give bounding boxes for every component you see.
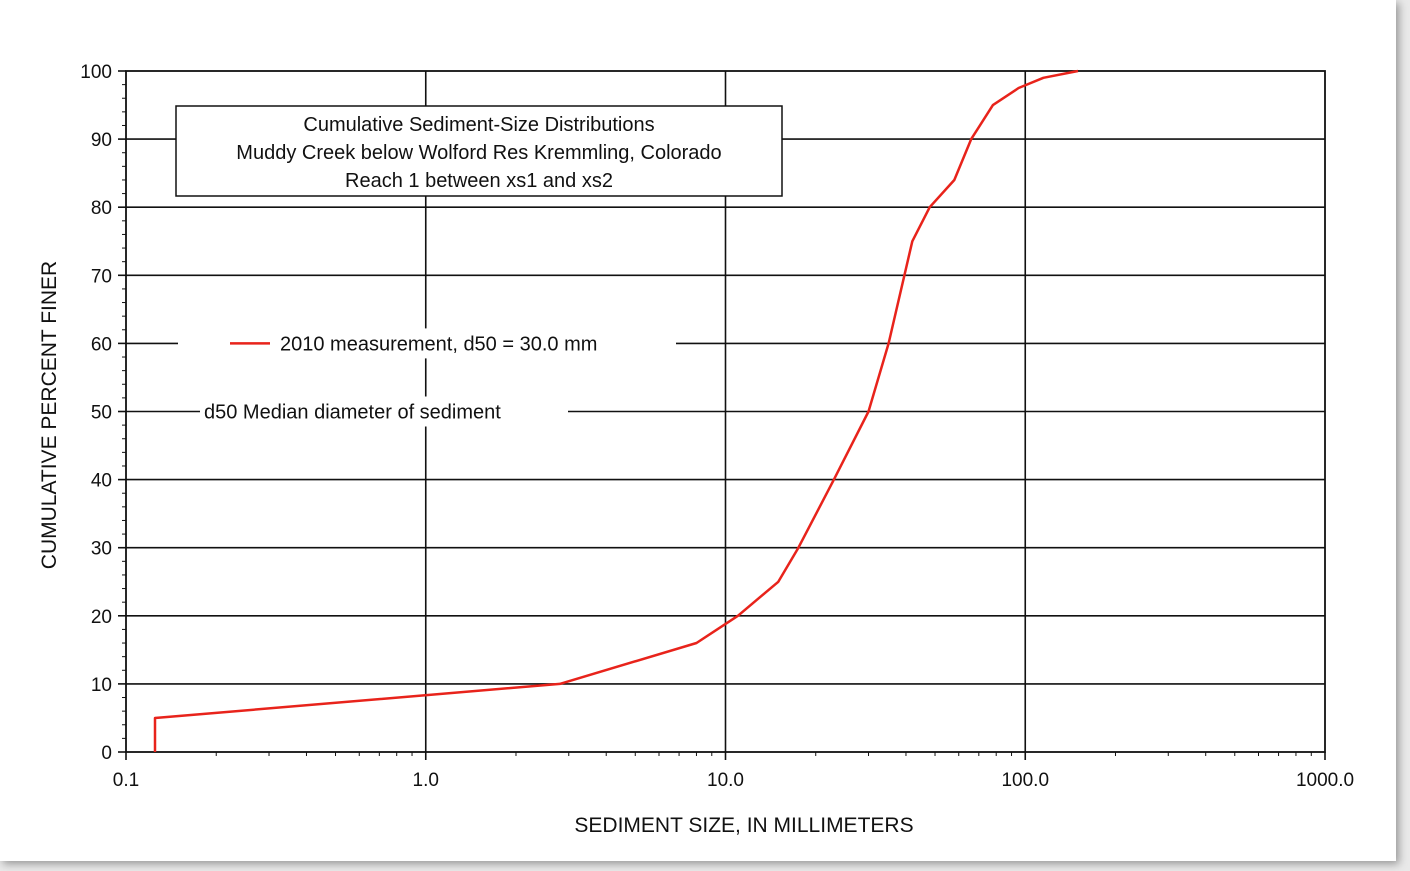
legend-label: 2010 measurement, d50 = 30.0 mm: [280, 333, 597, 355]
x-axis-title: SEDIMENT SIZE, IN MILLIMETERS: [574, 814, 913, 837]
x-tick-label-1000.0: 1000.0: [1296, 770, 1354, 791]
chart-title-line-2: Muddy Creek below Wolford Res Kremmling,…: [236, 142, 721, 164]
y-tick-label-0: 0: [101, 743, 112, 764]
plot-area-border: [125, 70, 1326, 753]
x-tick-label-10.0: 10.0: [707, 770, 744, 791]
x-tick-label-0.1: 0.1: [113, 770, 139, 791]
chart-title-line-3: Reach 1 between xs1 and xs2: [345, 170, 613, 192]
y-tick-label-90: 90: [91, 130, 112, 151]
d50-annotation: d50 Median diameter of sediment: [204, 402, 501, 424]
y-tick-label-70: 70: [91, 266, 112, 287]
x-tick-label-100.0: 100.0: [1001, 770, 1049, 791]
series-line-0: [153, 69, 1079, 752]
y-tick-label-10: 10: [91, 675, 112, 696]
title-box: [175, 105, 783, 197]
chart-frame: 0 10 20 30 40 50 60 70 80 90 100 0.1 1.0 10.0 100.0 100…: [0, 0, 1396, 861]
x-tick-label-1.0: 1.0: [413, 770, 439, 791]
y-tick-label-20: 20: [91, 607, 112, 628]
y-tick-label-50: 50: [91, 403, 112, 424]
y-tick-label-80: 80: [91, 198, 112, 219]
y-tick-label-60: 60: [91, 334, 112, 355]
y-tick-label-30: 30: [91, 539, 112, 560]
chart-title-line-1: Cumulative Sediment-Size Distributions: [303, 114, 654, 136]
d50-annotation-background: [200, 396, 568, 427]
y-tick-label-40: 40: [91, 471, 112, 492]
y-tick-label-100: 100: [80, 62, 112, 83]
y-axis-title: CUMULATIVE PERCENT FINER: [38, 261, 61, 569]
